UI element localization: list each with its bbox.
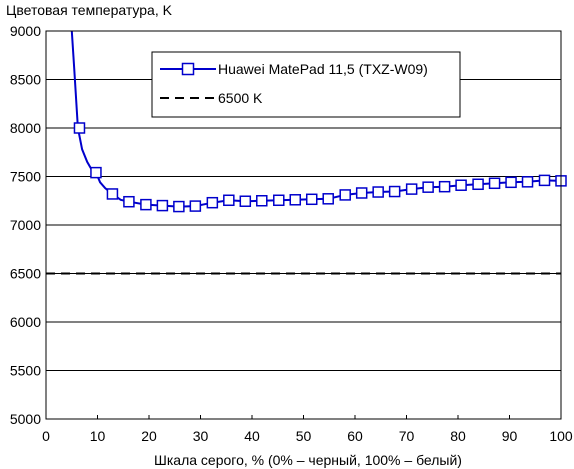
data-point-huawei [206,196,219,209]
data-point-huawei [355,187,368,199]
y-tick-label: 9000 [10,23,41,39]
legend-label-huawei: Huawei MatePad 11,5 (TXZ-W09) [218,61,428,77]
data-point-huawei [289,194,302,206]
x-tick-label: 50 [296,428,312,444]
data-point-huawei [505,176,517,189]
y-tick-label: 7000 [10,217,41,233]
data-point-huawei [273,194,285,207]
legend-label-6500k: 6500 K [218,90,263,106]
y-tick-label: 6500 [10,266,41,282]
data-point-huawei [339,189,351,201]
x-tick-label: 10 [90,428,106,444]
plot-frame [45,30,562,420]
data-point-huawei [123,195,135,208]
y-tick-label: 7500 [10,169,41,185]
data-point-huawei [156,199,169,212]
x-tick-labels: 0 10 20 30 40 50 60 70 80 90 100 [42,415,573,444]
x-tick-label: 30 [193,428,209,444]
legend-box [151,51,461,118]
x-tick-label: 100 [549,428,573,444]
data-point-huawei [372,186,384,198]
series-layer [46,31,567,275]
legend: Huawei MatePad 11,5 (TXZ-W09) 6500 K [151,51,461,118]
x-tick-label: 60 [347,428,363,444]
data-point-huawei [305,193,318,206]
data-point-huawei [405,183,418,195]
y-axis-title: Цветовая температура, K [6,2,173,18]
data-point-huawei [322,193,334,205]
data-point-huawei [438,180,451,193]
x-tick-label: 0 [42,428,50,444]
y-tick-label: 5500 [10,363,41,379]
data-point-huawei [256,195,268,207]
data-point-huawei [488,177,501,190]
x-tick-label: 80 [450,428,466,444]
data-point-huawei [90,166,102,179]
data-point-huawei [388,185,401,198]
y-gridlines [46,79,561,371]
data-point-huawei [106,188,119,200]
y-tick-label: 8500 [10,72,41,88]
data-point-huawei [472,178,484,191]
data-point-huawei [239,195,252,207]
data-point-huawei [455,179,467,191]
data-point-huawei [223,194,235,207]
y-tick-label: 8000 [10,120,41,136]
x-tick-label: 40 [244,428,260,444]
x-axis-title: Шкала серого, % (0% – черный, 100% – бел… [154,452,462,468]
x-tick-label: 70 [399,428,415,444]
data-point-huawei [521,176,534,188]
data-point-huawei [189,200,202,212]
x-tick-label: 20 [141,428,157,444]
y-tick-label: 6000 [10,314,41,330]
y-tick-labels: 5000 5500 6000 6500 7000 7500 8000 8500 9000 [10,23,41,427]
data-point-huawei [173,200,185,213]
x-tick-label: 90 [502,428,518,444]
y-tick-label: 5000 [10,411,41,427]
data-point-huawei [422,181,434,193]
data-point-huawei [140,198,152,211]
data-point-huawei [538,174,551,187]
legend-marker-huawei [181,62,195,76]
data-point-huawei [73,122,86,134]
